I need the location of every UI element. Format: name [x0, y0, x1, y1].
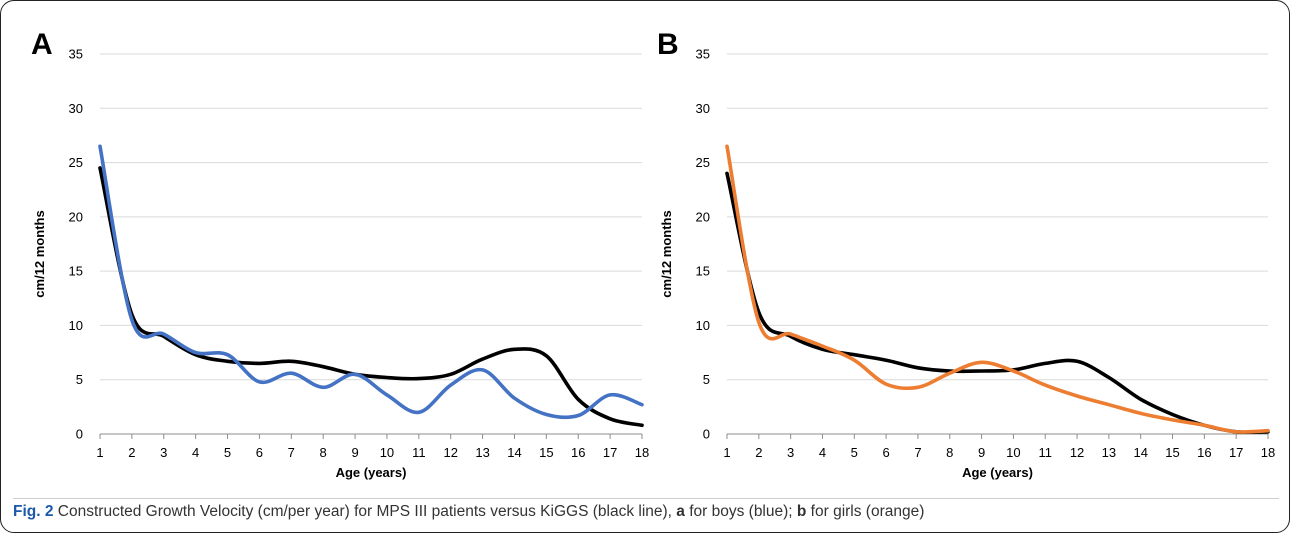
- y-tick-label: 0: [703, 427, 710, 442]
- x-tick-label: 15: [539, 445, 553, 460]
- x-tick-label: 3: [787, 445, 794, 460]
- x-tick-label: 6: [256, 445, 263, 460]
- caption-panel-b: b: [796, 503, 807, 520]
- x-tick-label: 10: [1006, 445, 1020, 460]
- x-tick-label: 2: [128, 445, 135, 460]
- x-tick-label: 17: [603, 445, 617, 460]
- x-tick-label: 9: [978, 445, 985, 460]
- x-tick-label: 1: [96, 445, 103, 460]
- x-tick-label: 11: [1038, 445, 1052, 460]
- y-tick-label: 25: [696, 155, 710, 170]
- caption-panel-a: a: [676, 503, 685, 520]
- y-axis-title: cm/12 months: [32, 210, 47, 297]
- series-line-2: [98, 144, 644, 420]
- y-tick-label: 10: [69, 318, 83, 333]
- x-tick-label: 14: [507, 445, 521, 460]
- y-tick-label: 15: [69, 264, 83, 279]
- x-tick-label: 17: [1229, 445, 1243, 460]
- y-tick-label: 30: [69, 101, 83, 116]
- x-tick-label: 1: [723, 445, 730, 460]
- x-tick-label: 18: [1261, 445, 1275, 460]
- caption-text-1: Constructed Growth Velocity (cm/per year…: [53, 503, 677, 520]
- x-tick-label: 11: [412, 445, 426, 460]
- x-tick-label: 8: [946, 445, 953, 460]
- y-tick-label: 15: [696, 264, 710, 279]
- panel-letter: A: [31, 28, 53, 61]
- y-tick-label: 5: [76, 372, 83, 387]
- x-tick-label: 6: [883, 445, 890, 460]
- x-tick-label: 5: [851, 445, 858, 460]
- series-line-1: [725, 171, 1270, 435]
- y-tick-label: 35: [696, 47, 710, 62]
- y-tick-label: 20: [69, 209, 83, 224]
- x-tick-label: 7: [288, 445, 295, 460]
- series-line-2: [725, 144, 1270, 434]
- y-tick-label: 35: [69, 47, 83, 62]
- x-tick-label: 7: [914, 445, 921, 460]
- x-tick-label: 4: [192, 445, 199, 460]
- panel-letter: B: [657, 28, 679, 61]
- x-tick-label: 15: [1165, 445, 1179, 460]
- y-tick-label: 5: [703, 372, 710, 387]
- x-tick-label: 13: [475, 445, 489, 460]
- y-tick-label: 10: [696, 318, 710, 333]
- y-tick-label: 0: [76, 427, 83, 442]
- y-tick-label: 25: [69, 155, 83, 170]
- x-tick-label: 13: [1102, 445, 1116, 460]
- caption-label: Fig. 2: [13, 503, 54, 520]
- y-tick-label: 30: [696, 101, 710, 116]
- x-tick-label: 2: [755, 445, 762, 460]
- y-tick-label: 20: [696, 209, 710, 224]
- series-line-1: [98, 166, 644, 428]
- x-axis-title: Age (years): [962, 465, 1033, 480]
- x-tick-label: 4: [819, 445, 826, 460]
- y-axis-title: cm/12 months: [659, 210, 674, 297]
- x-tick-label: 5: [224, 445, 231, 460]
- x-tick-label: 10: [380, 445, 394, 460]
- x-tick-label: 3: [160, 445, 167, 460]
- x-axis-title: Age (years): [336, 465, 407, 480]
- caption-text-3: for girls (orange): [806, 503, 925, 520]
- x-tick-label: 9: [351, 445, 358, 460]
- x-tick-label: 16: [1197, 445, 1211, 460]
- x-tick-label: 16: [571, 445, 585, 460]
- x-tick-label: 12: [1070, 445, 1084, 460]
- x-tick-label: 14: [1133, 445, 1147, 460]
- caption-text-2: for boys (blue);: [684, 503, 797, 520]
- x-tick-label: 8: [320, 445, 327, 460]
- figure-caption: Fig. 2 Constructed Growth Velocity (cm/p…: [13, 498, 1279, 525]
- x-tick-label: 12: [443, 445, 457, 460]
- x-tick-label: 18: [635, 445, 649, 460]
